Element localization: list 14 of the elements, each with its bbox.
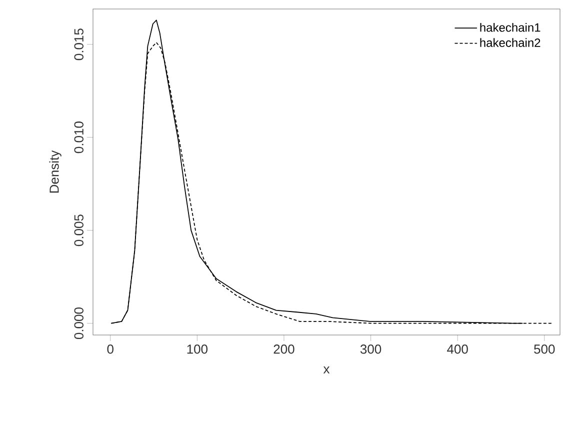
x-tick-label: 200 xyxy=(274,344,294,354)
x-axis-title: x xyxy=(323,366,330,374)
x-tick-label: 0 xyxy=(107,344,114,354)
legend-label: hakechain2 xyxy=(480,38,540,47)
y-axis-title: Density xyxy=(49,150,62,193)
y-tick-label: 0.010 xyxy=(74,122,84,154)
y-tick-label: 0.015 xyxy=(74,28,84,60)
x-tick-label: 400 xyxy=(447,344,468,354)
x-tick-label: 500 xyxy=(534,344,555,354)
x-tick-label: 300 xyxy=(360,344,382,354)
x-tick-label: 100 xyxy=(187,344,208,354)
y-tick-label: 0.000 xyxy=(74,308,84,340)
legend-label: hakechain1 xyxy=(480,22,540,32)
y-tick-label: 0.005 xyxy=(74,214,84,246)
